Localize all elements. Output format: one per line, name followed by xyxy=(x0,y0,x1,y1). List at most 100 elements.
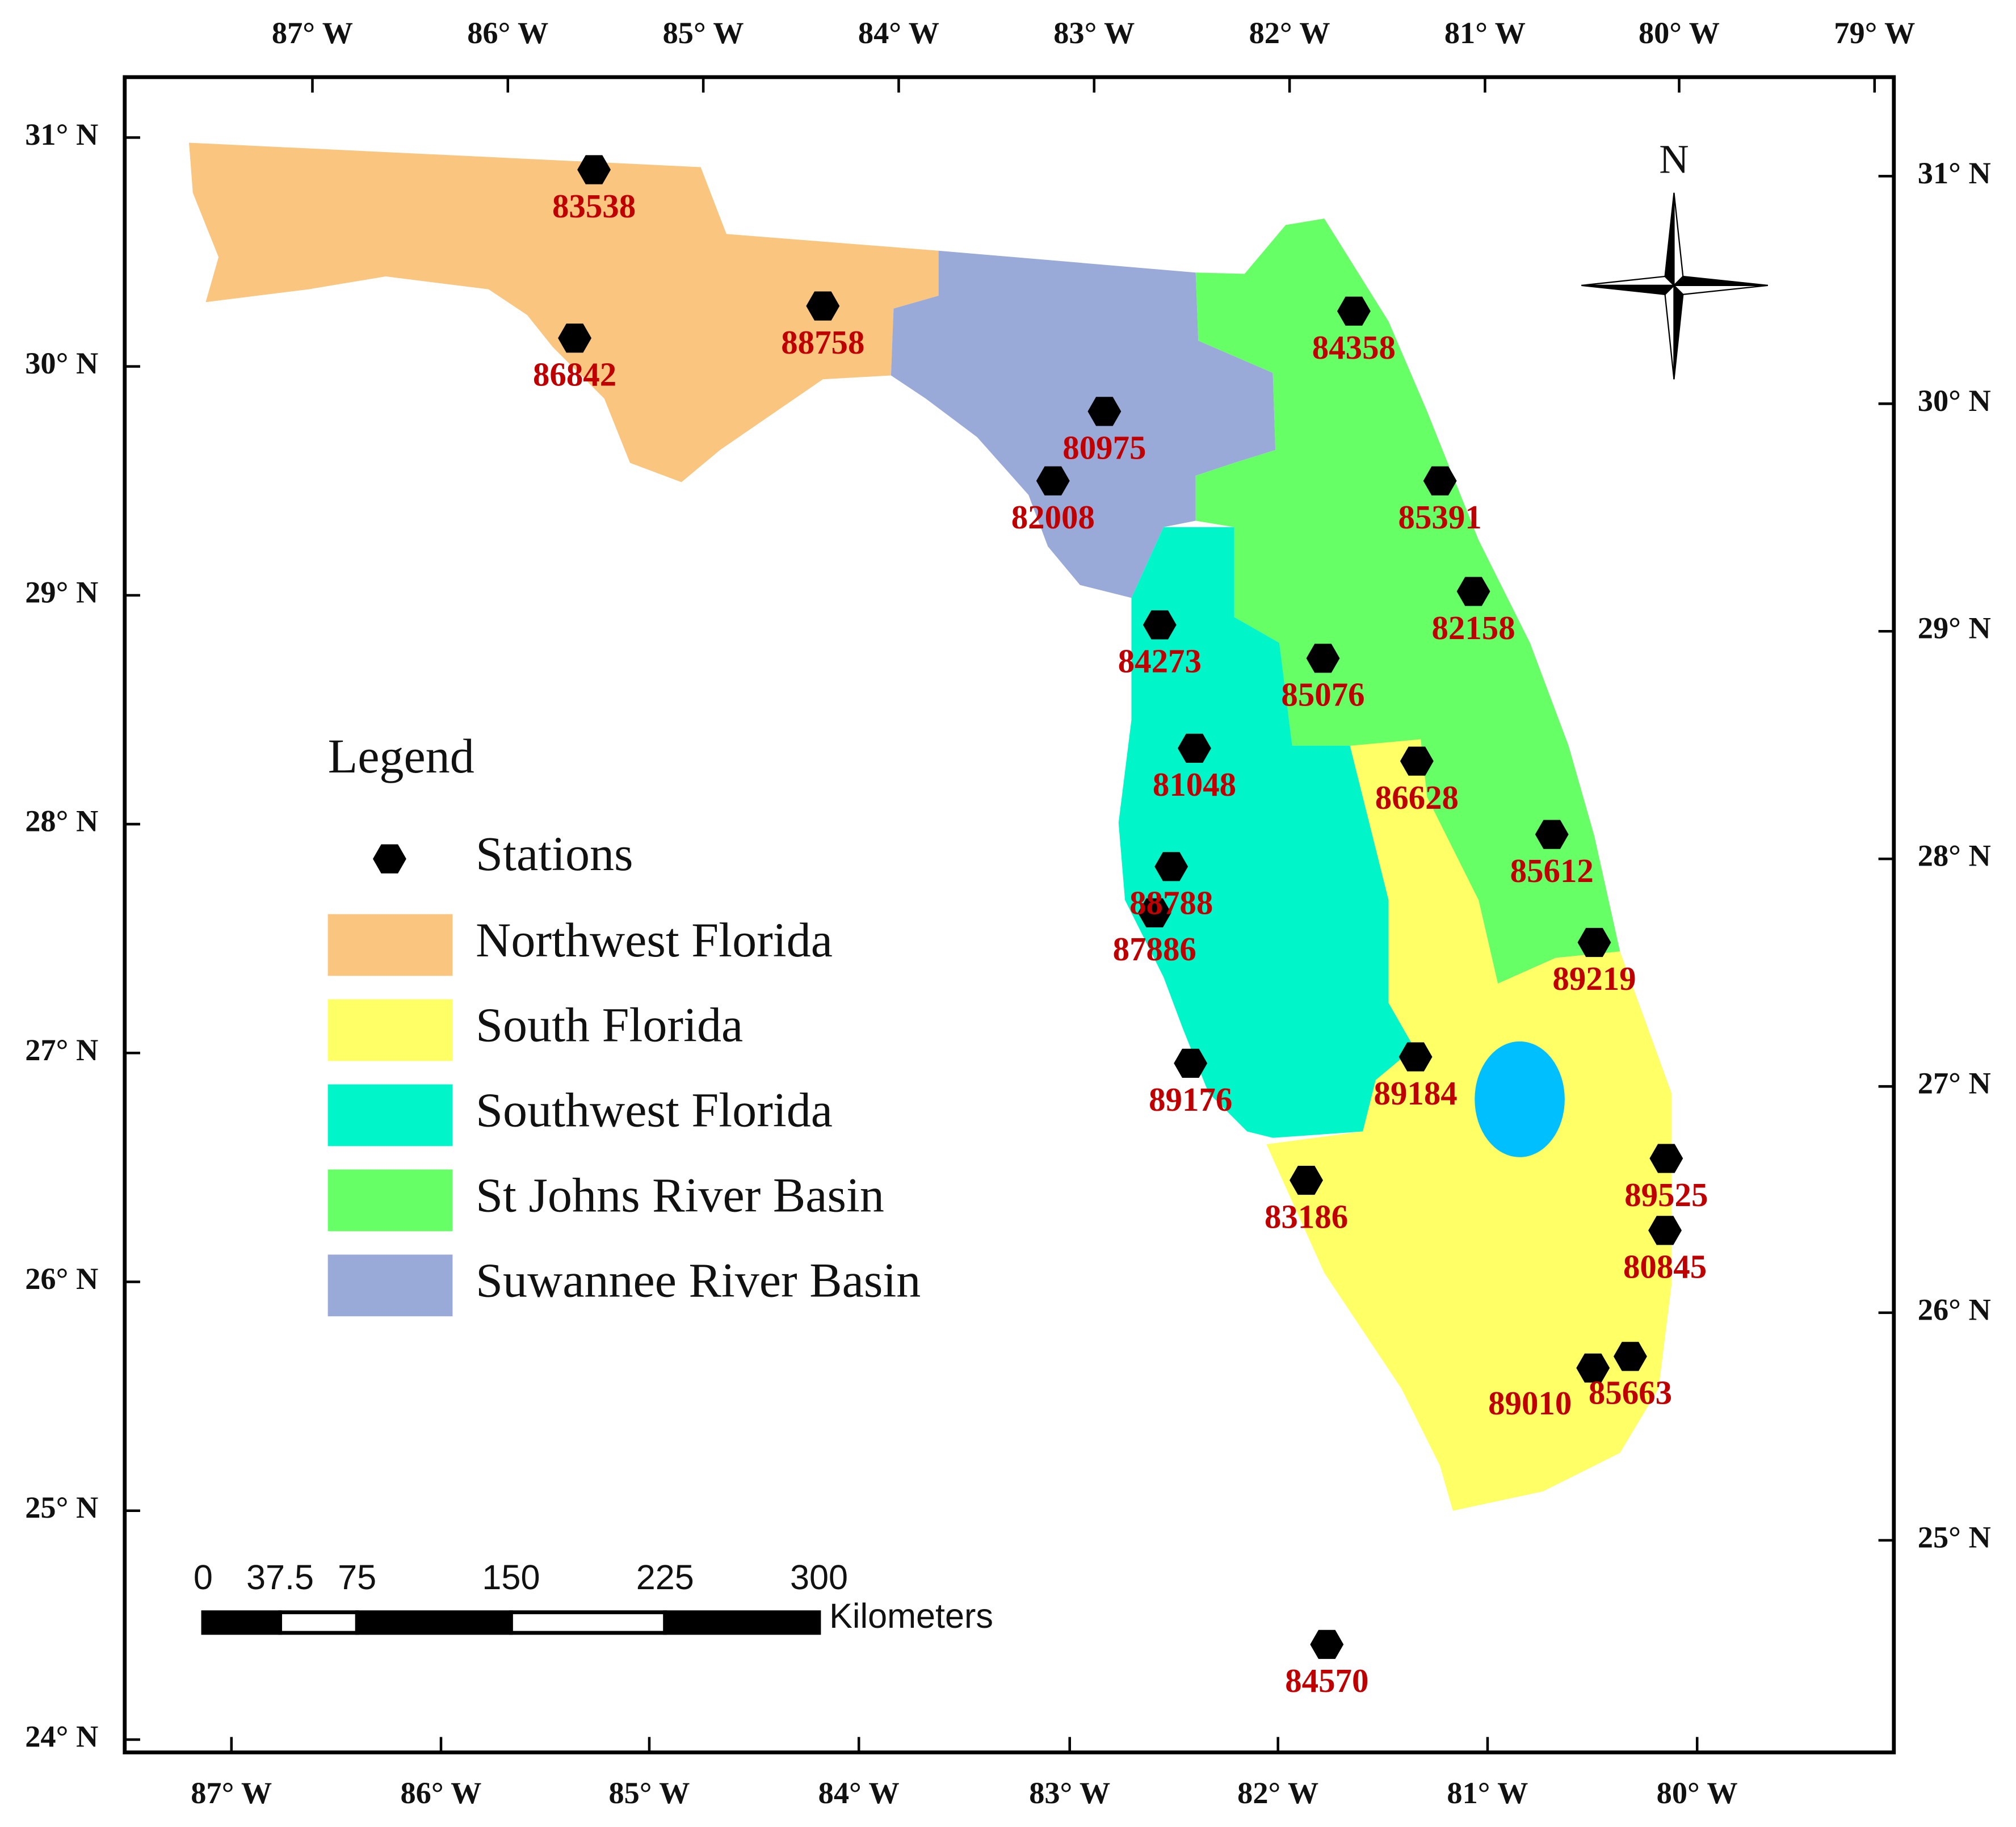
station-label: 88758 xyxy=(781,324,864,361)
station-label: 80845 xyxy=(1623,1249,1707,1286)
station-marker xyxy=(1087,397,1122,426)
scale-segment xyxy=(278,1610,359,1635)
left-axis-label: 25° N xyxy=(25,1490,98,1524)
legend-swatch xyxy=(327,914,453,976)
top-axis-label: 80° W xyxy=(1639,16,1720,50)
arrow-part xyxy=(1672,275,1768,287)
legend-label: South Florida xyxy=(476,998,743,1052)
scale-label: 75 xyxy=(338,1558,376,1597)
station-label: 82008 xyxy=(1011,499,1095,536)
scale-label: 225 xyxy=(636,1558,694,1597)
station-marker xyxy=(1154,852,1188,881)
scale-label: 0 xyxy=(194,1558,213,1597)
station-label: 85391 xyxy=(1398,499,1482,536)
station-label: 84273 xyxy=(1118,643,1202,680)
region-st-johns xyxy=(1195,219,1620,984)
left-axis-label: 28° N xyxy=(25,804,98,838)
station-marker xyxy=(1310,1629,1344,1659)
bottom-axis-label: 84° W xyxy=(818,1776,900,1810)
station-marker xyxy=(1174,1048,1208,1078)
left-axis-label: 29° N xyxy=(25,575,98,609)
region-southwest xyxy=(1118,527,1414,1138)
legend-label: Southwest Florida xyxy=(476,1083,833,1137)
legend-swatch xyxy=(327,1254,453,1317)
station-label: 81048 xyxy=(1153,766,1236,803)
lake-okeechobee xyxy=(1475,1041,1565,1157)
legend-label: Suwannee River Basin xyxy=(476,1253,921,1308)
station-marker xyxy=(1337,296,1371,326)
legend-label: Northwest Florida xyxy=(476,913,833,967)
right-axis-label: 29° N xyxy=(1918,611,1991,645)
top-axis-label: 86° W xyxy=(467,16,548,50)
station-marker xyxy=(1290,1165,1323,1195)
station-label: 89176 xyxy=(1149,1081,1232,1118)
station-marker xyxy=(1535,820,1569,849)
station-label: 89010 xyxy=(1488,1385,1572,1422)
right-axis-label: 30° N xyxy=(1918,384,1991,418)
top-axis-label: 87° W xyxy=(272,16,353,50)
bottom-axis-label: 81° W xyxy=(1447,1776,1528,1810)
station-label: 84570 xyxy=(1285,1662,1368,1699)
scale-segment xyxy=(355,1610,513,1635)
station-label: 89219 xyxy=(1552,960,1636,997)
legend-swatch xyxy=(327,1084,453,1146)
station-label: 83538 xyxy=(552,188,636,225)
station-marker xyxy=(1456,577,1490,606)
station-marker xyxy=(1576,1353,1610,1383)
legend-swatch xyxy=(327,1169,453,1232)
top-axis-label: 85° W xyxy=(663,16,744,50)
station-label: 89525 xyxy=(1624,1177,1708,1213)
bottom-axis-label: 82° W xyxy=(1237,1776,1318,1810)
station-label: 87886 xyxy=(1113,931,1196,968)
station-label: 84358 xyxy=(1312,329,1396,366)
station-marker xyxy=(1649,1144,1683,1173)
legend-marker xyxy=(372,844,406,873)
legend-swatch xyxy=(327,999,453,1061)
legend-title: Legend xyxy=(328,729,474,783)
station-label: 82158 xyxy=(1431,610,1515,646)
right-axis-label: 31° N xyxy=(1918,156,1991,190)
station-marker xyxy=(1648,1216,1682,1245)
north-arrow: N xyxy=(1581,136,1768,380)
station-label: 85612 xyxy=(1510,852,1594,889)
station-label: 86628 xyxy=(1375,779,1459,816)
left-axis-label: 24° N xyxy=(25,1719,98,1753)
north-label: N xyxy=(1659,136,1689,182)
bottom-axis-label: 83° W xyxy=(1029,1776,1110,1810)
region-northwest xyxy=(189,142,939,482)
station-marker xyxy=(1178,733,1211,763)
station-marker xyxy=(1613,1342,1647,1371)
station-label: 88788 xyxy=(1129,885,1213,922)
regions xyxy=(189,142,1671,1511)
bottom-axis-label: 80° W xyxy=(1657,1776,1738,1810)
station-label: 86842 xyxy=(533,356,616,393)
scale-label: 300 xyxy=(790,1558,848,1597)
bottom-axis-label: 85° W xyxy=(608,1776,690,1810)
station-label: 85663 xyxy=(1589,1375,1672,1412)
station-marker xyxy=(1306,644,1340,673)
map-frame xyxy=(123,75,1896,1755)
top-axis-label: 83° W xyxy=(1053,16,1135,50)
right-axis-label: 25° N xyxy=(1918,1520,1991,1554)
scale-unit: Kilometers xyxy=(829,1597,993,1635)
arrow-part xyxy=(1581,284,1676,295)
scale-segment xyxy=(509,1610,667,1635)
right-axis-label: 27° N xyxy=(1918,1066,1991,1101)
station-marker xyxy=(1577,927,1611,957)
right-axis-label: 26° N xyxy=(1918,1292,1991,1326)
region-south xyxy=(1266,739,1671,1511)
station-label: 85076 xyxy=(1281,677,1364,713)
left-axis-label: 31° N xyxy=(25,117,98,152)
legend-label: St Johns River Basin xyxy=(476,1168,884,1223)
top-axis-label: 81° W xyxy=(1444,16,1526,50)
scale-segment xyxy=(663,1610,821,1635)
right-axis-label: 28° N xyxy=(1918,839,1991,873)
station-marker xyxy=(1398,1042,1433,1072)
station-label: 83186 xyxy=(1265,1198,1348,1235)
bottom-axis-label: 87° W xyxy=(191,1776,272,1810)
station-marker xyxy=(1137,898,1171,927)
top-axis-label: 79° W xyxy=(1834,16,1915,50)
left-axis-label: 26° N xyxy=(25,1262,98,1296)
